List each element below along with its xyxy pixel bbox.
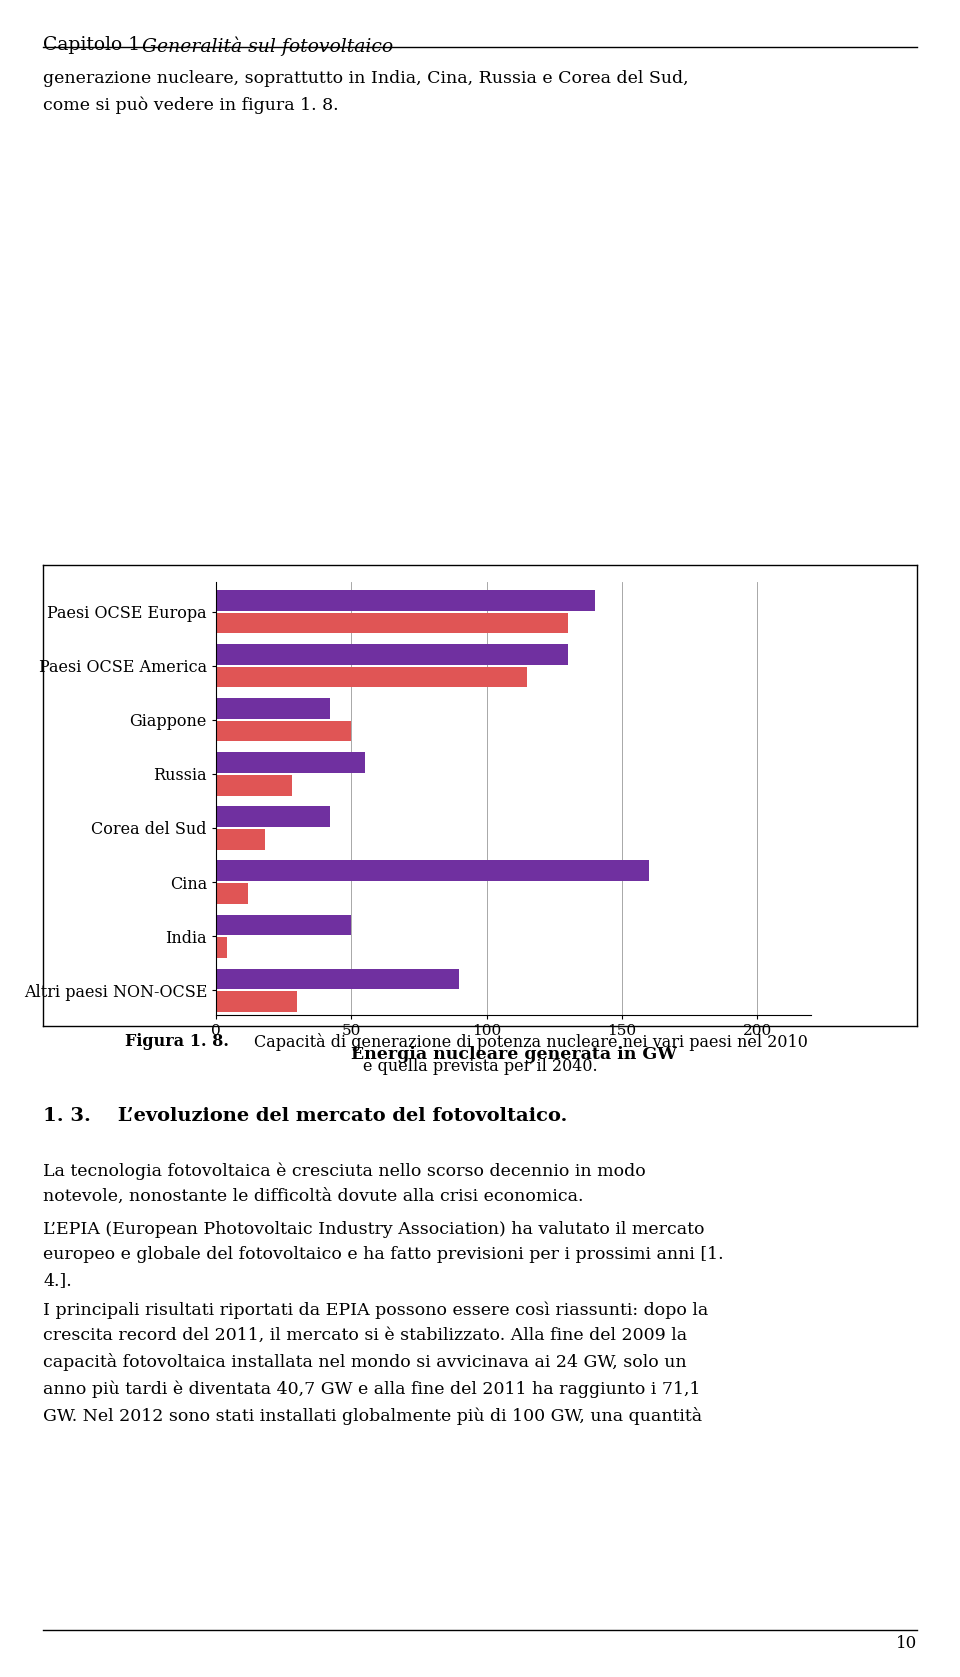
Text: I principali risultati riportati da EPIA possono essere così riassunti: dopo la
: I principali risultati riportati da EPIA… — [43, 1301, 708, 1425]
Bar — [216, 612, 567, 634]
Text: Figura 1. 8.: Figura 1. 8. — [125, 1033, 228, 1050]
Text: Capacità di generazione di potenza nucleare nei vari paesi nel 2010: Capacità di generazione di potenza nucle… — [254, 1033, 808, 1051]
Bar — [216, 644, 567, 664]
Text: L’EPIA (European Photovoltaic Industry Association) ha valutato il mercato
europ: L’EPIA (European Photovoltaic Industry A… — [43, 1221, 724, 1288]
Text: La tecnologia fotovoltaica è cresciuta nello scorso decennio in modo
notevole, n: La tecnologia fotovoltaica è cresciuta n… — [43, 1162, 646, 1206]
Bar — [216, 969, 460, 989]
Text: Generalità sul fotovoltaico: Generalità sul fotovoltaico — [142, 35, 394, 55]
Bar — [216, 590, 595, 610]
Bar — [216, 937, 227, 958]
Bar — [216, 698, 329, 719]
Text: e quella prevista per il 2040.: e quella prevista per il 2040. — [363, 1058, 597, 1075]
X-axis label: Energia nucleare generata in GW: Energia nucleare generata in GW — [350, 1046, 677, 1063]
Bar — [216, 667, 527, 688]
Bar — [216, 860, 649, 880]
Text: generazione nucleare, soprattutto in India, Cina, Russia e Corea del Sud,
come s: generazione nucleare, soprattutto in Ind… — [43, 70, 689, 114]
Bar — [216, 753, 365, 773]
Bar — [216, 991, 298, 1011]
Bar — [216, 775, 292, 795]
Text: Capitolo 1: Capitolo 1 — [43, 35, 140, 54]
Bar — [216, 884, 249, 904]
Bar — [216, 914, 351, 936]
Bar — [216, 721, 351, 741]
Bar — [216, 807, 329, 827]
Text: 10: 10 — [896, 1635, 917, 1652]
Bar — [216, 828, 265, 850]
Text: 1. 3.    L’evoluzione del mercato del fotovoltaico.: 1. 3. L’evoluzione del mercato del fotov… — [43, 1107, 567, 1125]
